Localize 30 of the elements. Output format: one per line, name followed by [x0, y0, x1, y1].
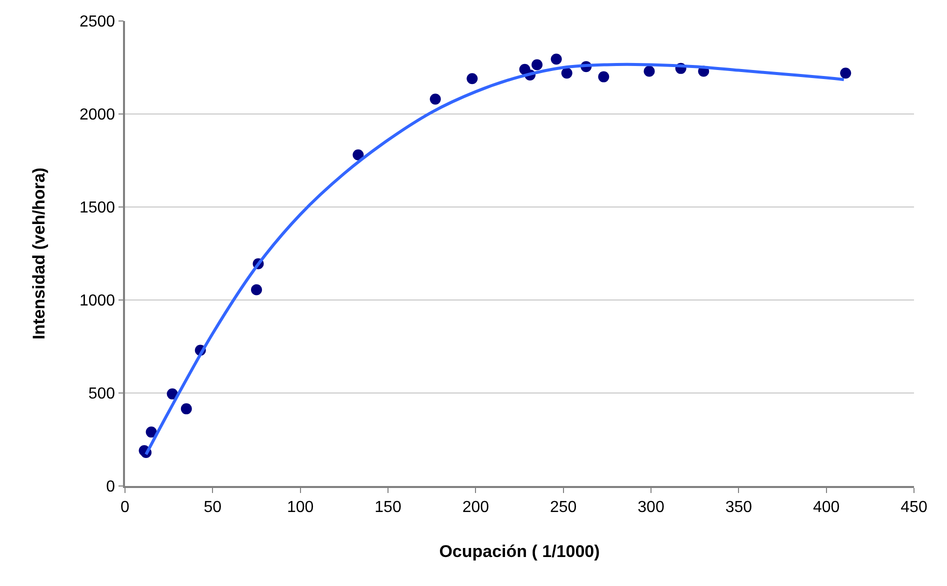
x-tick-label: 350 — [725, 498, 752, 516]
y-tick-label: 0 — [106, 478, 116, 496]
x-tick-label: 0 — [120, 498, 130, 516]
x-tick-label: 200 — [462, 498, 490, 516]
point — [466, 73, 478, 84]
point — [598, 71, 610, 82]
x-tick-label: 400 — [812, 498, 840, 516]
y-tick-label: 1000 — [79, 292, 116, 310]
point — [840, 68, 852, 79]
point — [146, 426, 157, 438]
x-tick-label: 450 — [900, 498, 928, 516]
point — [644, 66, 655, 77]
x-tick-label: 150 — [374, 498, 402, 516]
point — [352, 149, 364, 160]
y-tick-label: 500 — [88, 386, 116, 403]
y-tick-label: 1500 — [79, 200, 116, 217]
point — [561, 68, 572, 79]
x-tick-label: 50 — [204, 498, 222, 516]
point — [430, 94, 441, 105]
x-axis-title: Ocupación ( 1/1000) — [439, 542, 600, 561]
point — [550, 54, 562, 65]
x-tick-label: 300 — [638, 498, 664, 516]
x-tick-label: 250 — [550, 498, 577, 516]
y-axis-title: Intensidad (veh/hora) — [30, 168, 49, 340]
point — [251, 284, 262, 296]
y-tick-label: 2500 — [79, 14, 116, 31]
point — [180, 403, 192, 414]
y-tick-label: 2000 — [79, 106, 116, 124]
point — [532, 59, 543, 70]
x-tick-label: 100 — [286, 498, 314, 516]
